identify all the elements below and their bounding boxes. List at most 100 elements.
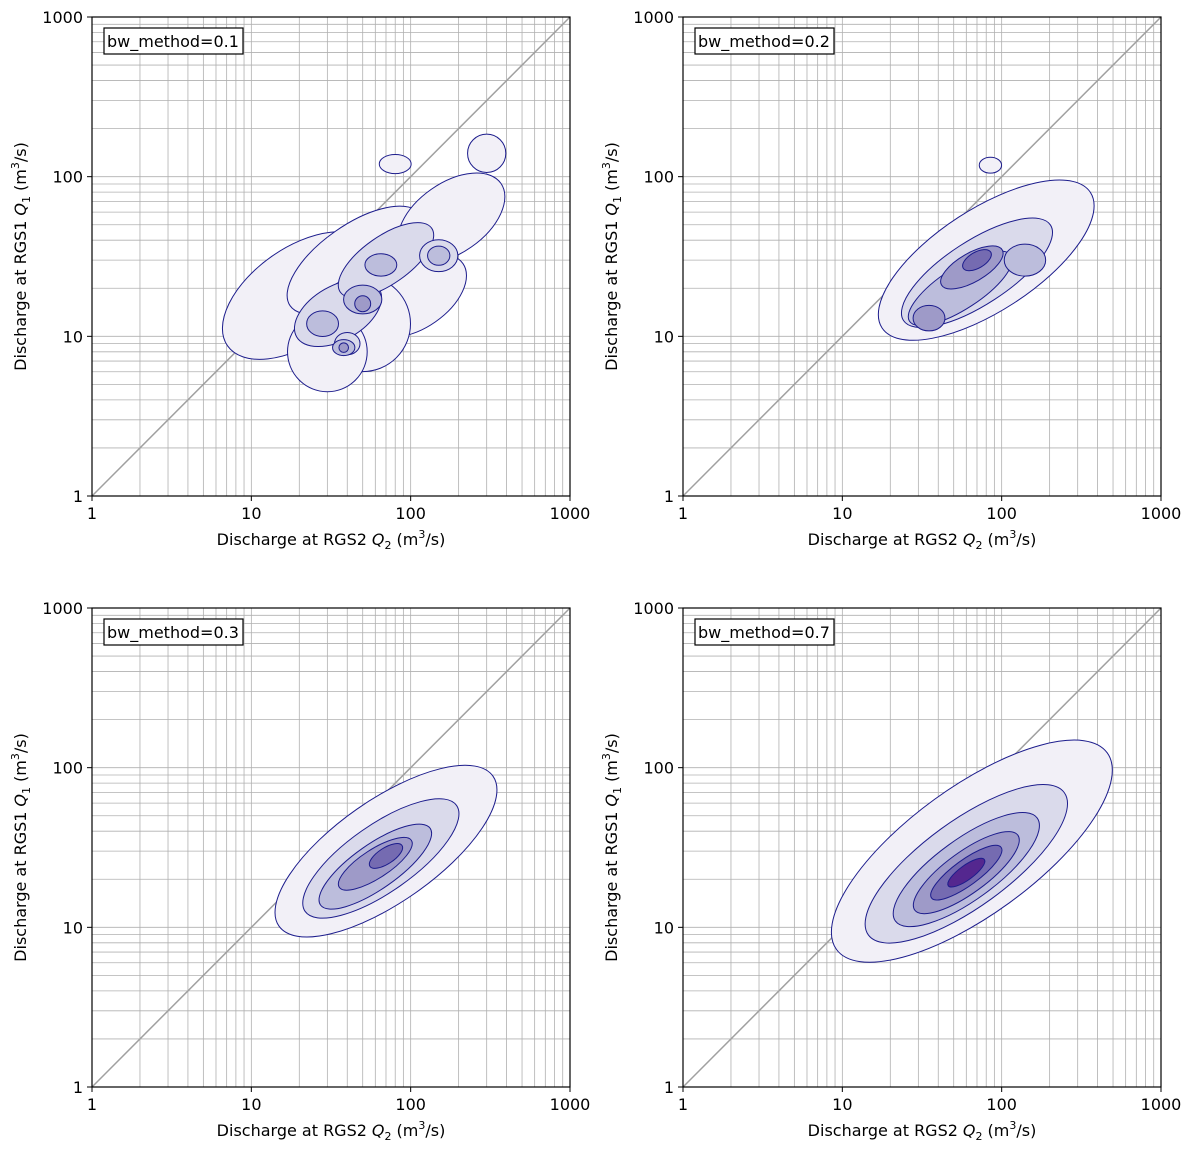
y-axis-label-superscript: 3 (9, 162, 22, 169)
y-axis-label-subscript: 1 (20, 196, 33, 203)
density-level-5 (962, 249, 992, 272)
density-level-1 (378, 153, 412, 175)
density-level-4 (912, 304, 946, 332)
annotation-box: bw_method=0.3 (103, 618, 244, 646)
density-level-5 (368, 843, 404, 869)
x-tick-label: 100 (395, 504, 426, 523)
x-axis-label-subscript: 2 (385, 1130, 392, 1143)
density-level-3 (1003, 243, 1047, 277)
y-axis-label-superscript: 3 (9, 753, 22, 760)
x-axis-label: Discharge at RGS2 Q2 (m3/s) (217, 528, 446, 552)
x-axis-label-unit-end: /s) (1016, 530, 1036, 549)
y-axis-label-unit-end: /s) (602, 142, 621, 162)
y-axis-label-unit: (m (602, 169, 621, 191)
x-tick-label: 10 (832, 504, 852, 523)
x-axis-label-subscript: 2 (976, 1130, 983, 1143)
density-level-3 (306, 310, 340, 337)
x-tick-label: 1 (678, 1095, 688, 1114)
y-axis-label-unit-end: /s) (602, 733, 621, 753)
axes-frame (91, 16, 571, 497)
axes-frame (682, 607, 1162, 1088)
x-axis-label-unit: (m (397, 1121, 419, 1140)
y-tick-label: 100 (643, 759, 674, 778)
y-axis-label-text: Discharge at RGS1 (602, 221, 621, 371)
annotation-box: bw_method=0.7 (694, 618, 835, 646)
y-tick-label: 1 (664, 1078, 674, 1097)
y-tick-label: 100 (52, 759, 83, 778)
density-level-4 (338, 342, 349, 353)
y-tick-label: 100 (643, 168, 674, 187)
x-axis-label-symbol: Q (372, 530, 385, 549)
y-axis-label-unit: (m (11, 760, 30, 782)
x-axis-label-subscript: 2 (385, 539, 392, 552)
y-axis-label-text: Discharge at RGS1 (11, 221, 30, 371)
x-tick-label: 1000 (1141, 504, 1182, 523)
x-axis-label-text: Discharge at RGS2 (217, 1121, 367, 1140)
x-tick-label: 1000 (550, 1095, 591, 1114)
axes-frame (682, 16, 1162, 497)
density-level-3 (427, 245, 451, 266)
annotation-box: bw_method=0.2 (694, 27, 835, 55)
y-tick-label: 10 (654, 918, 674, 937)
x-tick-label: 1 (87, 1095, 97, 1114)
y-tick-label: 1000 (633, 599, 674, 618)
ticks: 1 10 100 1000 1 10 100 1000 (633, 599, 1181, 1114)
x-tick-label: 1 (678, 504, 688, 523)
y-axis-label-symbol: Q (11, 794, 30, 807)
ticks: 1 10 100 1000 1 10 100 1000 (42, 599, 590, 1114)
annotation-text: bw_method=0.2 (698, 32, 830, 52)
y-axis-label-subscript: 1 (611, 196, 624, 203)
y-axis-label-subscript: 1 (611, 787, 624, 794)
x-axis-label-symbol: Q (372, 1121, 385, 1140)
x-axis-label-unit: (m (988, 530, 1010, 549)
grid (683, 17, 1161, 496)
annotation-text: bw_method=0.1 (107, 32, 239, 52)
x-tick-label: 100 (395, 1095, 426, 1114)
annotation-frame (103, 27, 244, 55)
y-tick-label: 10 (63, 327, 83, 346)
y-axis-label-unit-end: /s) (11, 733, 30, 753)
y-tick-label: 1000 (42, 8, 83, 27)
y-axis-label: Discharge at RGS1 Q1 (m3/s) (600, 733, 624, 962)
x-tick-label: 100 (986, 1095, 1017, 1114)
y-axis-label-symbol: Q (11, 203, 30, 216)
y-axis-label: Discharge at RGS1 Q1 (m3/s) (9, 142, 33, 371)
x-axis-label-unit-end: /s) (1016, 1121, 1036, 1140)
y-tick-label: 1 (73, 1078, 83, 1097)
x-tick-label: 10 (241, 504, 261, 523)
y-tick-label: 10 (654, 327, 674, 346)
x-tick-label: 1000 (1141, 1095, 1182, 1114)
x-axis-label-unit: (m (988, 1121, 1010, 1140)
x-axis-label-subscript: 2 (976, 539, 983, 552)
density-level-1 (467, 133, 507, 173)
density-contours (221, 133, 507, 393)
density-contours (877, 156, 1095, 341)
y-tick-label: 1 (664, 487, 674, 506)
x-axis-label: Discharge at RGS2 Q2 (m3/s) (217, 1119, 446, 1143)
x-axis-label-superscript: 3 (418, 1119, 425, 1132)
density-contours (830, 739, 1113, 963)
x-axis-label-unit-end: /s) (425, 1121, 445, 1140)
y-axis-label-unit: (m (602, 760, 621, 782)
x-axis-label: Discharge at RGS2 Q2 (m3/s) (808, 1119, 1037, 1143)
y-axis-label-subscript: 1 (20, 787, 33, 794)
density-contours (274, 764, 498, 938)
y-tick-label: 100 (52, 168, 83, 187)
density-level-4 (354, 295, 372, 313)
y-axis-label: Discharge at RGS1 Q1 (m3/s) (9, 733, 33, 962)
x-axis-label-text: Discharge at RGS2 (217, 530, 367, 549)
ticks: 1 10 100 1000 1 10 100 1000 (633, 8, 1181, 523)
annotation-frame (103, 618, 244, 646)
y-axis-label-symbol: Q (602, 794, 621, 807)
annotation-frame (694, 27, 835, 55)
annotation-text: bw_method=0.7 (698, 623, 830, 643)
x-axis-label-superscript: 3 (418, 528, 425, 541)
x-tick-label: 10 (241, 1095, 261, 1114)
x-axis-label-unit: (m (397, 530, 419, 549)
y-tick-label: 1000 (633, 8, 674, 27)
y-axis-label-symbol: Q (602, 203, 621, 216)
